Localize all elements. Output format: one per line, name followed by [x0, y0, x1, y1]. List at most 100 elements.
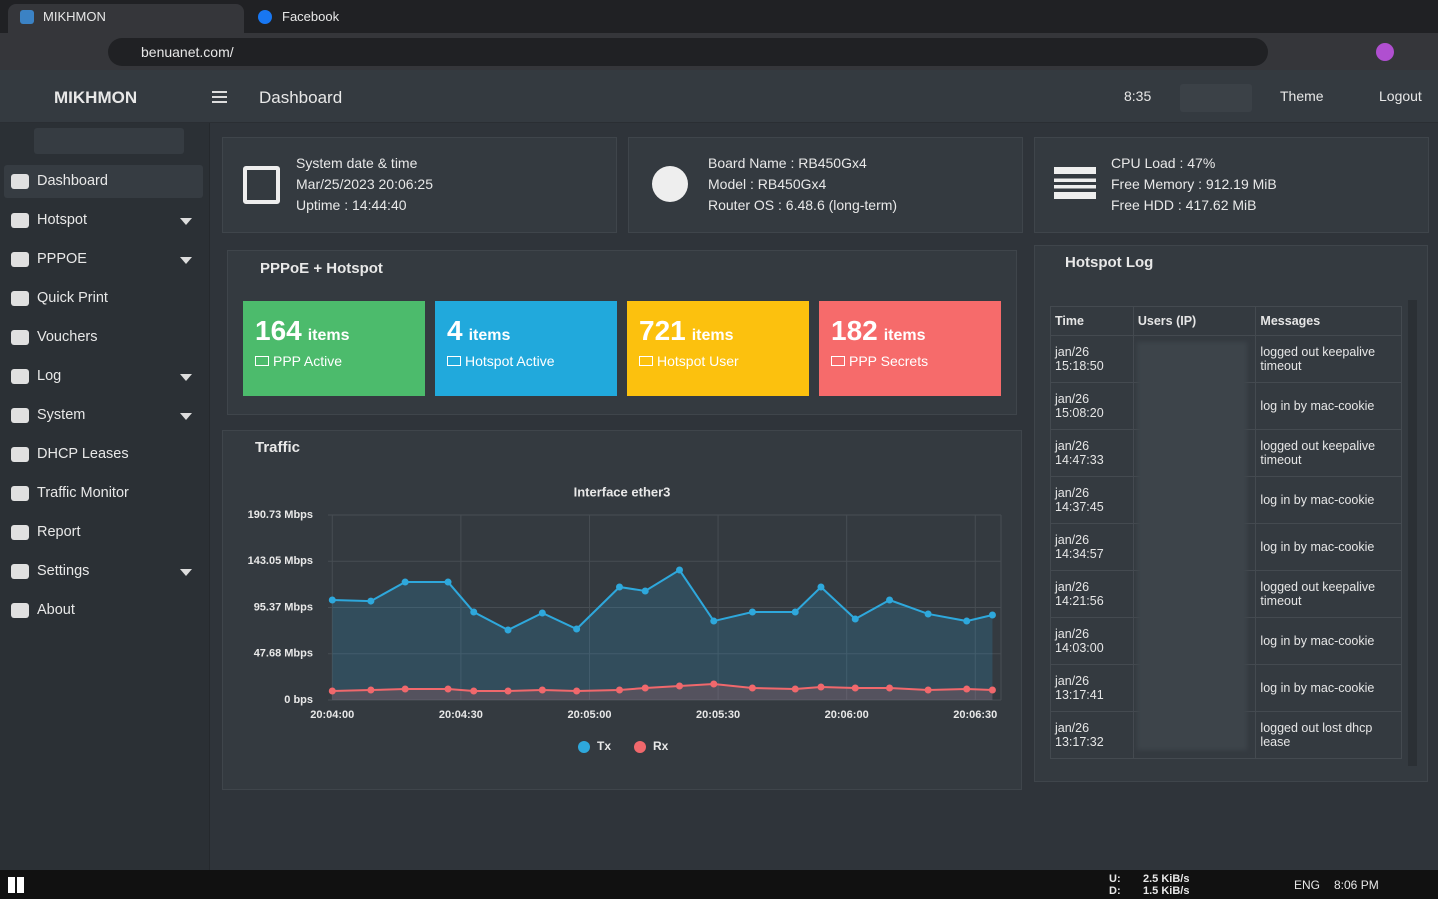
- theme-menu[interactable]: Theme: [1280, 88, 1324, 104]
- menu-item[interactable]: Report: [0, 516, 210, 550]
- logout[interactable]: Logout: [1379, 88, 1422, 104]
- legend-label: Tx: [597, 739, 611, 753]
- log-date: jan/26: [1055, 439, 1090, 453]
- traffic-chart: Interface ether3 0 bps 47.68 Mbps 95.37 Mbp…: [248, 484, 1002, 753]
- data-point: [817, 683, 825, 691]
- cell: jan/26 14:03:00: [1050, 617, 1134, 665]
- traffic-panel: [222, 430, 1022, 790]
- info-card: [1034, 137, 1429, 233]
- brand[interactable]: MIKHMON: [54, 88, 138, 107]
- stat-row: 4 items: [447, 315, 617, 347]
- cell: jan/26 14:37:45: [1050, 476, 1134, 524]
- log-message: log in by mac-cookie: [1260, 681, 1375, 695]
- data-point: [328, 596, 336, 604]
- x-tick-label: 20:05:30: [696, 709, 740, 721]
- data-point: [791, 685, 799, 693]
- series-line: [332, 682, 993, 692]
- menu-item[interactable]: System: [0, 399, 210, 433]
- stat-box[interactable]: 721 items Hotspot User: [627, 301, 809, 396]
- menu-item[interactable]: Dashboard: [0, 165, 210, 199]
- log-time: 14:47:33: [1055, 453, 1104, 467]
- info-line: Router OS : 6.48.6 (long-term): [708, 197, 898, 213]
- y-tick-label: 95.37 Mbps: [254, 601, 313, 613]
- tab-title[interactable]: Facebook: [282, 9, 340, 24]
- log-message: logged out keepalive timeout: [1260, 580, 1376, 608]
- menu-toggle[interactable]: [212, 91, 227, 93]
- info-line: Board Name : RB450Gx4: [708, 155, 867, 171]
- log-time: 14:03:00: [1055, 641, 1104, 655]
- data-point: [538, 686, 546, 694]
- data-point: [538, 609, 546, 617]
- net-down-label: D:: [1109, 885, 1121, 897]
- menu-item[interactable]: Settings: [0, 555, 210, 589]
- active-item: [4, 165, 203, 198]
- menu-item[interactable]: Vouchers: [0, 321, 210, 355]
- clock[interactable]: 8:06 PM: [1334, 878, 1379, 892]
- log-date: jan/26: [1055, 627, 1090, 641]
- log-date: jan/26: [1055, 721, 1090, 735]
- info-icon: [652, 166, 688, 202]
- y-tick-label: 143.05 Mbps: [248, 555, 313, 567]
- tab-title: MIKHMON: [43, 9, 106, 24]
- stat-box[interactable]: 182 items PPP Secrets: [819, 301, 1001, 396]
- x-tick-label: 20:04:30: [439, 709, 483, 721]
- data-point: [963, 685, 971, 693]
- menu-icon: [11, 291, 29, 306]
- address-bar[interactable]: [108, 38, 1268, 66]
- blurred-select[interactable]: [1180, 84, 1252, 112]
- y-tick-label: 47.68 Mbps: [254, 648, 313, 660]
- stat-count: 4: [447, 315, 463, 346]
- menu-icon: [11, 213, 29, 228]
- menu-item[interactable]: About: [0, 594, 210, 628]
- data-point: [615, 686, 623, 694]
- stat-label: PPP Active: [255, 353, 425, 369]
- stat-box[interactable]: 4 items Hotspot Active: [435, 301, 617, 396]
- data-point: [988, 686, 996, 694]
- log-date: jan/26: [1055, 580, 1090, 594]
- x-tick-label: 20:06:30: [953, 709, 997, 721]
- profile[interactable]: [1376, 43, 1394, 61]
- x-tick-label: 20:05:00: [567, 709, 611, 721]
- language[interactable]: ENG: [1294, 878, 1321, 892]
- log-time: 13:17:32: [1055, 735, 1104, 749]
- net-down: 1.5 KiB/s: [1143, 885, 1190, 897]
- stat-unit: items: [468, 327, 511, 344]
- data-point: [748, 608, 756, 616]
- blurred-user: [34, 128, 184, 154]
- cell: jan/26 14:21:56: [1050, 570, 1134, 618]
- data-point: [791, 608, 799, 616]
- menu-item[interactable]: Log: [0, 360, 210, 394]
- stat-row: 164 items: [255, 315, 425, 347]
- menu-item[interactable]: PPPOE: [0, 243, 210, 277]
- tab[interactable]: [8, 4, 244, 33]
- menu-item[interactable]: DHCP Leases: [0, 438, 210, 472]
- stat-unit: items: [691, 327, 734, 344]
- start[interactable]: [8, 877, 24, 893]
- stat-count: 164: [255, 315, 302, 346]
- column-header: Time: [1050, 306, 1134, 336]
- log-message: log in by mac-cookie: [1260, 540, 1375, 554]
- cell: jan/26 13:17:41: [1050, 664, 1134, 712]
- menu-item[interactable]: Quick Print: [0, 282, 210, 316]
- menu-item[interactable]: Traffic Monitor: [0, 477, 210, 511]
- data-point: [401, 685, 409, 693]
- legend-label: Rx: [653, 739, 669, 753]
- cell: logged out keepalive timeout: [1255, 570, 1402, 618]
- menu-icon: [11, 486, 29, 501]
- caret: [180, 257, 192, 270]
- stat-box[interactable]: 164 items PPP Active: [243, 301, 425, 396]
- log-time: 15:18:50: [1055, 359, 1104, 373]
- x-tick-label: 20:04:00: [310, 709, 354, 721]
- scrollbar[interactable]: [1408, 300, 1417, 766]
- stat-label: Hotspot User: [639, 353, 809, 369]
- log-message: logged out lost dhcp lease: [1260, 721, 1373, 749]
- caret: [180, 218, 192, 231]
- menu-item[interactable]: Hotspot: [0, 204, 210, 238]
- menu-icon: [11, 603, 29, 618]
- cell: log in by mac-cookie: [1255, 476, 1402, 524]
- cell: log in by mac-cookie: [1255, 664, 1402, 712]
- caret: [180, 413, 192, 426]
- data-point: [963, 617, 971, 625]
- data-point: [367, 686, 375, 694]
